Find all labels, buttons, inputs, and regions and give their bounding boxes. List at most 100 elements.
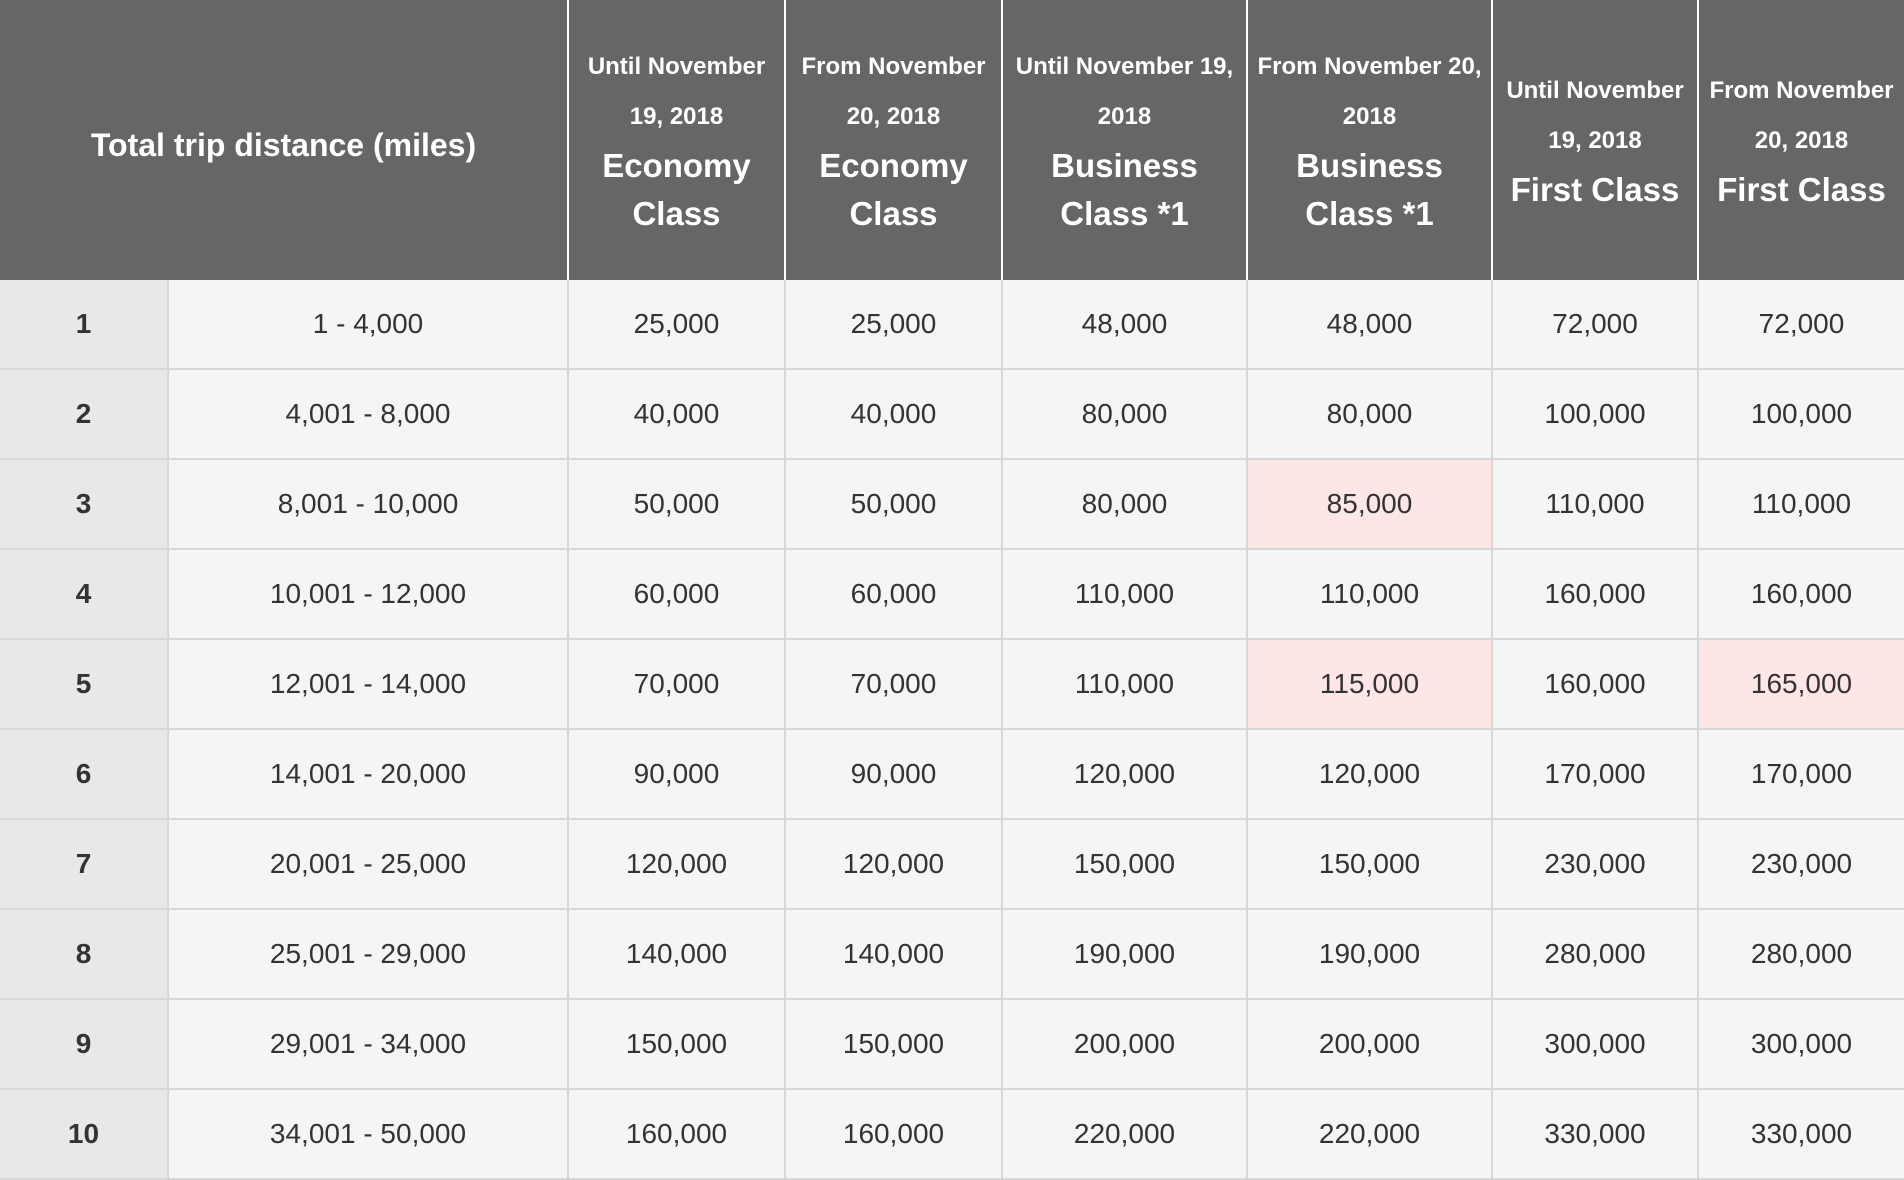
table-row: 9 29,001 - 34,000 150,000 150,000 200,000 200… <box>0 998 1904 1090</box>
table-row: 8 25,001 - 29,000 140,000 140,000 190,000 190… <box>0 908 1904 1000</box>
miles-cell: 190,000 <box>1246 908 1493 1000</box>
column-cabin: First Class <box>1717 171 1886 208</box>
distance-range-cell: 34,001 - 50,000 <box>167 1088 569 1180</box>
row-number-cell: 1 <box>0 280 169 370</box>
miles-cell: 50,000 <box>567 458 786 550</box>
column-period: From November 20, 2018 <box>1257 53 1482 130</box>
row-number-cell: 10 <box>0 1088 169 1180</box>
miles-cell: 330,000 <box>1491 1088 1699 1180</box>
miles-cell: 40,000 <box>567 368 786 460</box>
miles-cell: 300,000 <box>1491 998 1699 1090</box>
row-number-cell: 4 <box>0 548 169 640</box>
miles-cell: 120,000 <box>784 818 1003 910</box>
table-row: 4 10,001 - 12,000 60,000 60,000 110,000 110,0… <box>0 548 1904 640</box>
column-cabin: First Class <box>1510 171 1680 208</box>
miles-cell: 60,000 <box>567 548 786 640</box>
miles-cell: 200,000 <box>1246 998 1493 1090</box>
distance-range-cell: 8,001 - 10,000 <box>167 458 569 550</box>
table-row: 7 20,001 - 25,000 120,000 120,000 150,000 150… <box>0 818 1904 910</box>
miles-cell: 120,000 <box>567 818 786 910</box>
miles-cell: 170,000 <box>1491 728 1699 820</box>
miles-cell: 72,000 <box>1491 280 1699 370</box>
miles-cell: 120,000 <box>1001 728 1248 820</box>
miles-cell: 50,000 <box>784 458 1003 550</box>
miles-cell: 140,000 <box>567 908 786 1000</box>
miles-cell: 100,000 <box>1491 368 1699 460</box>
column-header-first-from: From November 20, 2018 First Class <box>1697 0 1904 280</box>
miles-cell: 80,000 <box>1001 458 1248 550</box>
miles-cell: 150,000 <box>784 998 1003 1090</box>
miles-cell: 220,000 <box>1001 1088 1248 1180</box>
column-period: Until November 19, 2018 <box>1506 77 1684 154</box>
miles-cell: 25,000 <box>784 280 1003 370</box>
column-header-business-from: From November 20, 2018 Business Class *1 <box>1246 0 1492 280</box>
miles-cell: 120,000 <box>1246 728 1493 820</box>
miles-cell: 280,000 <box>1697 908 1904 1000</box>
column-period: From November 20, 2018 <box>801 53 986 130</box>
distance-range-cell: 4,001 - 8,000 <box>167 368 569 460</box>
distance-range-cell: 10,001 - 12,000 <box>167 548 569 640</box>
row-number-cell: 7 <box>0 818 169 910</box>
miles-cell: 160,000 <box>567 1088 786 1180</box>
table-row: 10 34,001 - 50,000 160,000 160,000 220,000 22… <box>0 1088 1904 1180</box>
column-period: Until November 19, 2018 <box>587 53 766 130</box>
distance-range-cell: 14,001 - 20,000 <box>167 728 569 820</box>
distance-range-cell: 12,001 - 14,000 <box>167 638 569 730</box>
miles-cell: 230,000 <box>1697 818 1904 910</box>
miles-cell: 280,000 <box>1491 908 1699 1000</box>
distance-header-text: Total trip distance (miles) <box>90 127 477 163</box>
distance-range-cell: 1 - 4,000 <box>167 280 569 370</box>
column-header-business-until: Until November 19, 2018 Business Class *… <box>1001 0 1247 280</box>
miles-cell-highlighted: 115,000 <box>1246 638 1493 730</box>
miles-cell: 110,000 <box>1246 548 1493 640</box>
column-header-first-until: Until November 19, 2018 First Class <box>1491 0 1698 280</box>
miles-cell: 300,000 <box>1697 998 1904 1090</box>
miles-cell: 150,000 <box>1246 818 1493 910</box>
distance-column-header: Total trip distance (miles) <box>0 0 568 280</box>
miles-cell: 110,000 <box>1491 458 1699 550</box>
row-number-cell: 2 <box>0 368 169 460</box>
miles-cell: 140,000 <box>784 908 1003 1000</box>
miles-cell: 160,000 <box>1697 548 1904 640</box>
miles-cell: 60,000 <box>784 548 1003 640</box>
table-row: 3 8,001 - 10,000 50,000 50,000 80,000 85,000 1… <box>0 458 1904 550</box>
miles-cell: 190,000 <box>1001 908 1248 1000</box>
miles-cell: 200,000 <box>1001 998 1248 1090</box>
table-row: 2 4,001 - 8,000 40,000 40,000 80,000 80,000 10… <box>0 368 1904 460</box>
miles-cell: 160,000 <box>1491 548 1699 640</box>
column-cabin: Business Class *1 <box>1296 147 1443 232</box>
row-number-cell: 8 <box>0 908 169 1000</box>
miles-cell: 220,000 <box>1246 1088 1493 1180</box>
miles-cell: 150,000 <box>567 998 786 1090</box>
miles-cell: 70,000 <box>567 638 786 730</box>
miles-cell: 80,000 <box>1246 368 1493 460</box>
row-number-cell: 6 <box>0 728 169 820</box>
miles-cell: 110,000 <box>1001 548 1248 640</box>
miles-cell: 330,000 <box>1697 1088 1904 1180</box>
row-number-cell: 5 <box>0 638 169 730</box>
table-header: Total trip distance (miles) Until Novemb… <box>0 0 1904 280</box>
miles-cell-highlighted: 165,000 <box>1697 638 1904 730</box>
distance-range-cell: 20,001 - 25,000 <box>167 818 569 910</box>
column-period: From November 20, 2018 <box>1709 77 1894 154</box>
column-cabin: Economy Class <box>819 147 968 232</box>
miles-cell: 100,000 <box>1697 368 1904 460</box>
header-row: Total trip distance (miles) Until Novemb… <box>0 0 1904 280</box>
miles-cell: 70,000 <box>784 638 1003 730</box>
distance-range-cell: 25,001 - 29,000 <box>167 908 569 1000</box>
miles-cell: 110,000 <box>1697 458 1904 550</box>
column-cabin: Economy Class <box>602 147 751 232</box>
column-cabin: Business Class *1 <box>1051 147 1198 232</box>
column-period: Until November 19, 2018 <box>1015 53 1234 130</box>
table-row: 6 14,001 - 20,000 90,000 90,000 120,000 120,0… <box>0 728 1904 820</box>
miles-cell: 48,000 <box>1001 280 1248 370</box>
miles-cell: 48,000 <box>1246 280 1493 370</box>
distance-range-cell: 29,001 - 34,000 <box>167 998 569 1090</box>
table-row: 5 12,001 - 14,000 70,000 70,000 110,000 115,0… <box>0 638 1904 730</box>
miles-cell: 25,000 <box>567 280 786 370</box>
miles-cell-highlighted: 85,000 <box>1246 458 1493 550</box>
miles-cell: 90,000 <box>567 728 786 820</box>
